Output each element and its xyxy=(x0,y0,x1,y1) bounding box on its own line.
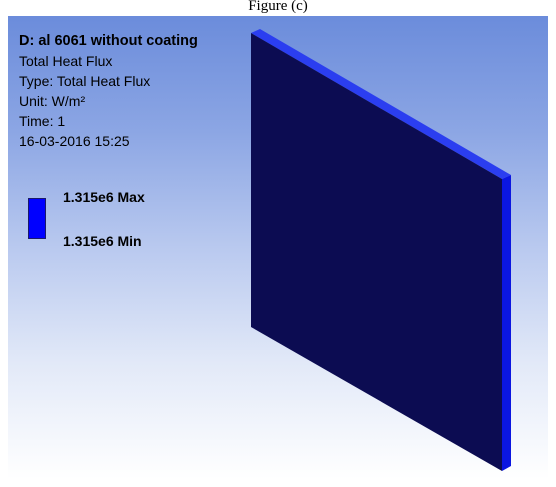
scale-max-label: 1.315e6 Max xyxy=(63,189,145,205)
plate-side-edge xyxy=(502,175,511,471)
figure-caption: Figure (c) xyxy=(248,0,308,14)
legend-timestamp: 16-03-2016 15:25 xyxy=(19,133,130,149)
results-legend: D: al 6061 without coating Total Heat Fl… xyxy=(19,31,198,151)
legend-unit: Unit: W/m² xyxy=(19,93,86,109)
plate-model[interactable] xyxy=(8,16,548,479)
legend-type: Type: Total Heat Flux xyxy=(19,73,151,89)
plate-front-face xyxy=(251,33,502,471)
color-scale-swatch xyxy=(28,198,46,239)
results-viewport[interactable]: D: al 6061 without coating Total Heat Fl… xyxy=(8,16,548,479)
scale-min-label: 1.315e6 Min xyxy=(63,233,142,249)
plate-top-edge xyxy=(251,29,511,179)
legend-title: D: al 6061 without coating xyxy=(19,33,198,49)
legend-result-name: Total Heat Flux xyxy=(19,53,113,69)
legend-time: Time: 1 xyxy=(19,113,66,129)
